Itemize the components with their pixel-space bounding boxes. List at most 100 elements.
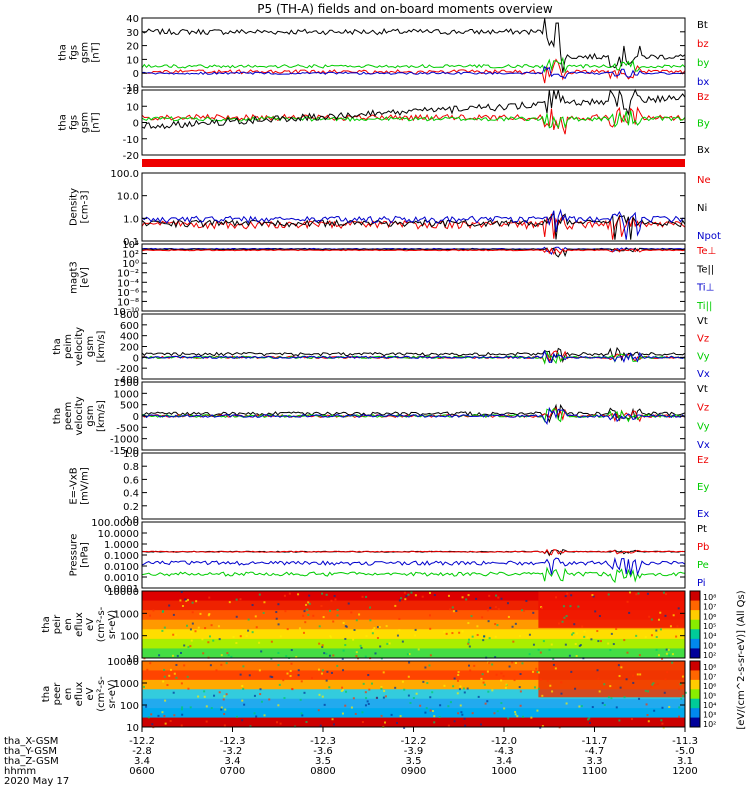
spectrogram-speckle — [220, 654, 223, 657]
spectrogram-speckle — [328, 654, 331, 657]
chart-title: P5 (TH-A) fields and on-board moments ov… — [257, 2, 553, 16]
y-axis-label: tha fgs gsm [nT] — [58, 112, 102, 133]
trace-1 — [141, 110, 686, 129]
spectrogram-speckle — [303, 610, 306, 613]
spectrogram-speckle — [646, 714, 649, 717]
spectrogram-speckle — [684, 691, 687, 694]
spectrogram-speckle — [258, 641, 261, 644]
spectrogram-speckle — [580, 705, 583, 708]
spectrogram-speckle — [637, 592, 640, 595]
spectrogram-speckle — [347, 602, 350, 605]
spectrogram-speckle — [369, 606, 372, 609]
spectrogram-speckle — [438, 716, 441, 719]
spectrogram-speckle — [519, 704, 522, 707]
spectrogram-speckle — [488, 637, 491, 640]
panel-density: 100.0 10.0 1.0 0.1 Density [cm-3] Ne Ni Npot — [69, 169, 721, 248]
spectrogram-speckle — [173, 672, 176, 675]
spectrogram-speckle — [507, 717, 510, 720]
spectrogram-speckle — [374, 652, 377, 655]
spectrogram-speckle — [330, 599, 333, 602]
spectrogram-speckle — [212, 639, 215, 642]
y-tick-label: 10⁻⁶ — [117, 288, 139, 299]
colorbar-tick: 10⁷ — [703, 603, 716, 612]
x-tick-label: -3.9 — [404, 746, 424, 757]
y-tick-label: 0 — [133, 412, 139, 423]
spectrogram-speckle — [607, 593, 610, 596]
colorbar-frame — [689, 660, 701, 728]
spectrogram-speckle — [289, 675, 292, 678]
spectrogram-speckle — [323, 703, 326, 706]
spectrogram-speckle — [218, 691, 221, 694]
spectrogram-speckle — [451, 606, 454, 609]
spectrogram-band — [142, 648, 685, 659]
y-axis-label-line: [nPa] — [80, 542, 91, 568]
y-axis-label-line: eflux — [74, 682, 85, 707]
spectrogram-speckle — [208, 613, 211, 616]
spectrogram-speckle — [417, 648, 420, 651]
legend-Ti||: Ti|| — [696, 301, 712, 312]
spectrogram-speckle — [457, 671, 460, 674]
spectrogram-speckle — [597, 640, 600, 643]
spectrogram-speckle — [484, 702, 487, 705]
spectrogram-speckle — [407, 593, 410, 596]
spectrogram-speckle — [549, 684, 552, 687]
spectrogram-speckle — [190, 639, 193, 642]
spectrogram-speckle — [162, 680, 165, 683]
trace-2 — [141, 56, 686, 74]
y-axis-label-line: gsm — [80, 42, 91, 63]
spectrogram-speckle — [332, 620, 335, 623]
y-axis-label-line: E=-VxB — [69, 467, 80, 504]
spectrogram-speckle — [305, 720, 308, 723]
spectrogram-speckle — [668, 654, 671, 657]
spectrogram-speckle — [497, 608, 500, 611]
spectrogram-speckle — [591, 706, 594, 709]
spectrogram-speckle — [303, 691, 306, 694]
spectrogram-speckle — [180, 591, 183, 594]
spectrogram-speckle — [662, 591, 665, 594]
legend-By: By — [697, 119, 710, 130]
spectrogram-speckle — [569, 605, 572, 608]
spectrogram-speckle — [361, 711, 364, 714]
spectrogram-band — [538, 661, 685, 698]
spectrogram-speckle — [341, 712, 344, 715]
spectrogram-speckle — [443, 630, 446, 633]
x-tick-label: -3.2 — [223, 746, 243, 757]
spectrogram-speckle — [483, 683, 486, 686]
spectrogram-speckle — [336, 614, 339, 617]
spectrogram-speckle — [251, 631, 254, 634]
trace-2 — [141, 566, 686, 584]
y-axis-label-line: [eV] — [80, 267, 91, 288]
spectrogram-speckle — [496, 710, 499, 713]
spectrogram-speckle — [270, 640, 273, 643]
spectrogram-speckle — [181, 605, 184, 608]
legend-Vy: Vy — [697, 351, 710, 362]
spectrogram-speckle — [271, 676, 274, 679]
spectrogram-speckle — [208, 596, 211, 599]
spectrogram-speckle — [319, 724, 322, 727]
spectrogram-speckle — [560, 681, 563, 684]
spectrogram-speckle — [632, 681, 635, 684]
spectrogram-speckle — [282, 679, 285, 682]
y-axis-label-line: velocity — [74, 327, 85, 366]
spectrogram-band — [142, 638, 685, 649]
spectrogram-speckle — [657, 618, 660, 621]
spectrogram-speckle — [575, 632, 578, 635]
colorbar-segment — [690, 610, 700, 621]
spectrogram-speckle — [376, 696, 379, 699]
x-tick-label: 0600 — [129, 766, 154, 777]
spectrogram-speckle — [259, 693, 262, 696]
colorbar-tick: 10⁴ — [703, 632, 716, 641]
x-tick-label: 3.5 — [315, 756, 331, 767]
y-tick-label: 10⁻² — [117, 269, 139, 280]
spectrogram-speckle — [365, 635, 368, 638]
spectrogram-speckle — [163, 675, 166, 678]
spectrogram-speckle — [652, 682, 655, 685]
spectrogram-speckle — [588, 717, 591, 720]
spectrogram-speckle — [500, 597, 503, 600]
spectrogram-speckle — [163, 668, 166, 671]
spectrogram-speckle — [383, 690, 386, 693]
spectrogram-speckle — [406, 653, 409, 656]
spectrogram-speckle — [205, 705, 208, 708]
spectrogram-speckle — [429, 627, 432, 630]
